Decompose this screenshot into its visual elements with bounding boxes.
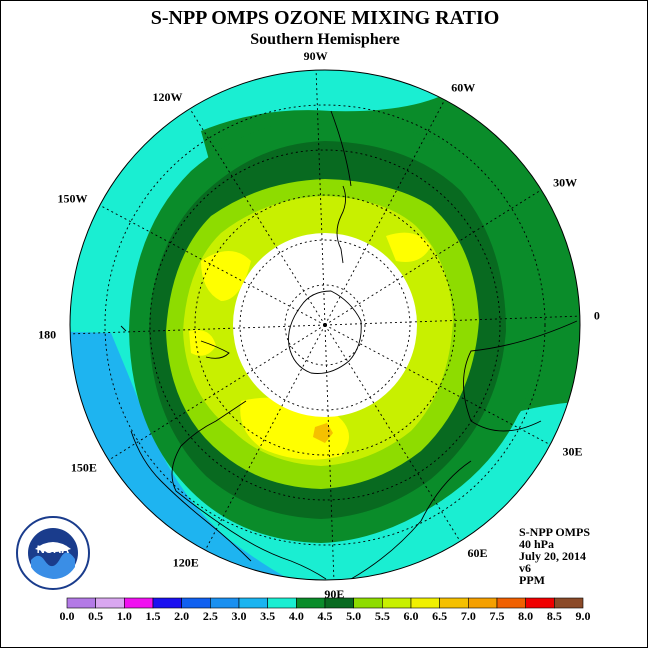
colorbar-tick-label: 1.0 — [116, 609, 132, 623]
longitude-label: 60W — [451, 80, 475, 94]
page-title: S-NPP OMPS OZONE MIXING RATIO — [150, 7, 500, 29]
field-ring-6-0-east — [386, 232, 431, 262]
noaa-logo-wordmark: NOAA — [37, 544, 69, 556]
latitude-circle — [284, 284, 366, 366]
longitude-label: 90E — [324, 587, 344, 601]
colorbar-tick-label: 0.0 — [59, 609, 75, 623]
longitude-label: 90W — [304, 49, 328, 63]
longitude-label: 30E — [563, 444, 583, 458]
graticule — [70, 70, 580, 580]
longitude-labels: 90W 60W 30W 0 30E 60E 90E 120E 150E 180 150W 120W — [38, 49, 600, 601]
longitude-label: 120E — [173, 556, 199, 570]
longitude-label: 0 — [594, 309, 600, 323]
latitude-circle — [239, 239, 411, 411]
south-pole-marker — [323, 323, 327, 327]
longitude-label: 150W — [57, 192, 87, 206]
info-level: 40 hPa — [519, 537, 555, 551]
colorbar-tick-label: 3.5 — [260, 609, 276, 623]
colorbar-tick-label: 6.5 — [432, 609, 448, 623]
colorbar-tick-label: 7.5 — [489, 609, 505, 623]
colorbar-tick-label: 8.5 — [546, 609, 562, 623]
colorbar-tick-label: 1.5 — [145, 609, 161, 623]
longitude-label: 180 — [38, 327, 56, 341]
colorbar-tick-label: 3.0 — [231, 609, 247, 623]
noaa-logo: NOAA — [15, 515, 91, 591]
latitude-circle — [104, 104, 546, 546]
colorbar-tick-label: 0.5 — [88, 609, 104, 623]
field-ring-6-0-west — [201, 251, 251, 301]
longitude-label: 60E — [468, 546, 488, 560]
colorbar-tick-label: 4.5 — [317, 609, 333, 623]
colorbar-tick-label: 9.0 — [575, 609, 591, 623]
page-subtitle: Southern Hemisphere — [250, 31, 400, 48]
field-hotspot — [313, 423, 333, 443]
coastlines — [120, 110, 578, 580]
longitude-label: 120W — [152, 90, 182, 104]
latitude-circle — [194, 194, 456, 456]
colorbar-tick-label: 4.0 — [288, 609, 304, 623]
ozone-field — [70, 70, 580, 580]
info-version: v6 — [519, 561, 531, 575]
latitude-circle — [149, 149, 501, 501]
colorbar-tick-label: 5.5 — [374, 609, 390, 623]
longitude-label: 30W — [553, 175, 577, 189]
colorbar-tick-label: 2.5 — [202, 609, 218, 623]
colorbar-tick-label: 5.0 — [346, 609, 362, 623]
info-instrument: S-NPP OMPS — [519, 525, 590, 539]
colorbar-tick-label: 6.0 — [403, 609, 419, 623]
info-units: PPM — [519, 573, 545, 587]
colorbar-tick-label: 8.0 — [518, 609, 534, 623]
longitude-label: 150E — [71, 461, 97, 475]
colorbar-tick-label: 7.0 — [460, 609, 476, 623]
colorbar-tick-label: 2.0 — [174, 609, 190, 623]
info-date: July 20, 2014 — [519, 549, 587, 563]
map-border — [69, 69, 581, 581]
